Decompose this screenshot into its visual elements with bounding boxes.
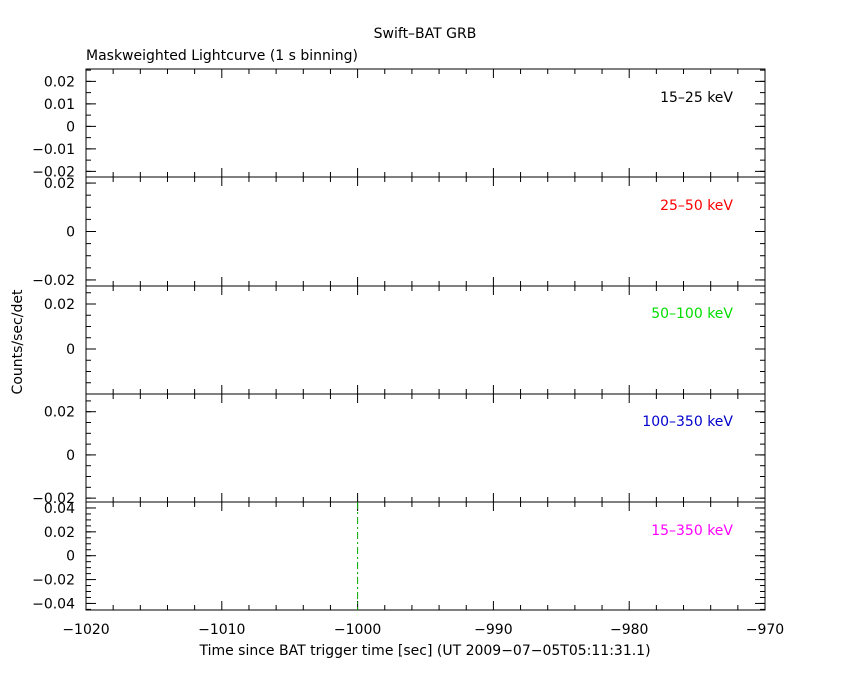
panel-frame: [85, 68, 766, 178]
panel-2: −0.02 0 0.02 25–50 keV: [32, 176, 766, 289]
band-label: 15–350 keV: [651, 523, 733, 539]
y-tick-label: −0.01: [32, 142, 75, 158]
figure-subtitle: Maskweighted Lightcurve (1 s binning): [86, 48, 358, 64]
y-tick-label: 0: [66, 342, 75, 358]
panel-4: −0.02 0 0.02 100–350 keV: [32, 393, 766, 507]
y-tick-label: −0.02: [32, 273, 75, 289]
y-tick-label: 0.01: [44, 97, 75, 113]
y-axis-label: Counts/sec/det: [10, 289, 26, 394]
y-tick-label: 0.02: [44, 297, 75, 313]
x-tick-label: −1010: [198, 622, 245, 638]
x-tick-label: −1000: [334, 622, 381, 638]
x-tick-label: −970: [746, 622, 784, 638]
panel-5: −0.04 −0.02 0 0.02 0.04 15–350 keV −1020 −1010 −…: [32, 501, 784, 638]
y-tick-label: 0: [66, 549, 75, 565]
figure-title: Swift–BAT GRB: [374, 26, 477, 42]
panel-frame: [85, 176, 766, 287]
x-tick-label: −990: [474, 622, 512, 638]
y-tick-label: −0.02: [32, 164, 75, 180]
panel-3: 0 0.02 50–100 keV: [44, 285, 766, 395]
panel-frame: [85, 501, 766, 611]
y-tick-label: 0.02: [44, 74, 75, 90]
x-tick-label: −980: [610, 622, 648, 638]
y-tick-label: 0: [66, 225, 75, 241]
y-tick-label: 0.04: [44, 501, 75, 517]
y-tick-label: 0.02: [44, 405, 75, 421]
y-tick-label: 0: [66, 448, 75, 464]
y-tick-label: −0.02: [32, 491, 75, 507]
panel-1: −0.02 −0.01 0 0.01 0.02 15–25 keV: [32, 68, 766, 180]
panel-frame: [85, 393, 766, 503]
band-label: 50–100 keV: [651, 306, 733, 322]
y-tick-label: −0.02: [32, 573, 75, 589]
x-tick-label: −1020: [62, 622, 109, 638]
band-label: 15–25 keV: [660, 90, 733, 106]
x-axis-label: Time since BAT trigger time [sec] (UT 20…: [198, 643, 650, 659]
y-tick-label: 0.02: [44, 176, 75, 192]
band-label: 100–350 keV: [642, 414, 733, 430]
y-tick-label: −0.04: [32, 596, 75, 612]
band-label: 25–50 keV: [660, 198, 733, 214]
panels: −0.02 −0.01 0 0.01 0.02 15–25 keV −0.02 0 0.02 25…: [32, 68, 784, 638]
panel-frame: [85, 285, 766, 395]
y-tick-label: 0.02: [44, 525, 75, 541]
y-tick-label: 0: [66, 119, 75, 135]
